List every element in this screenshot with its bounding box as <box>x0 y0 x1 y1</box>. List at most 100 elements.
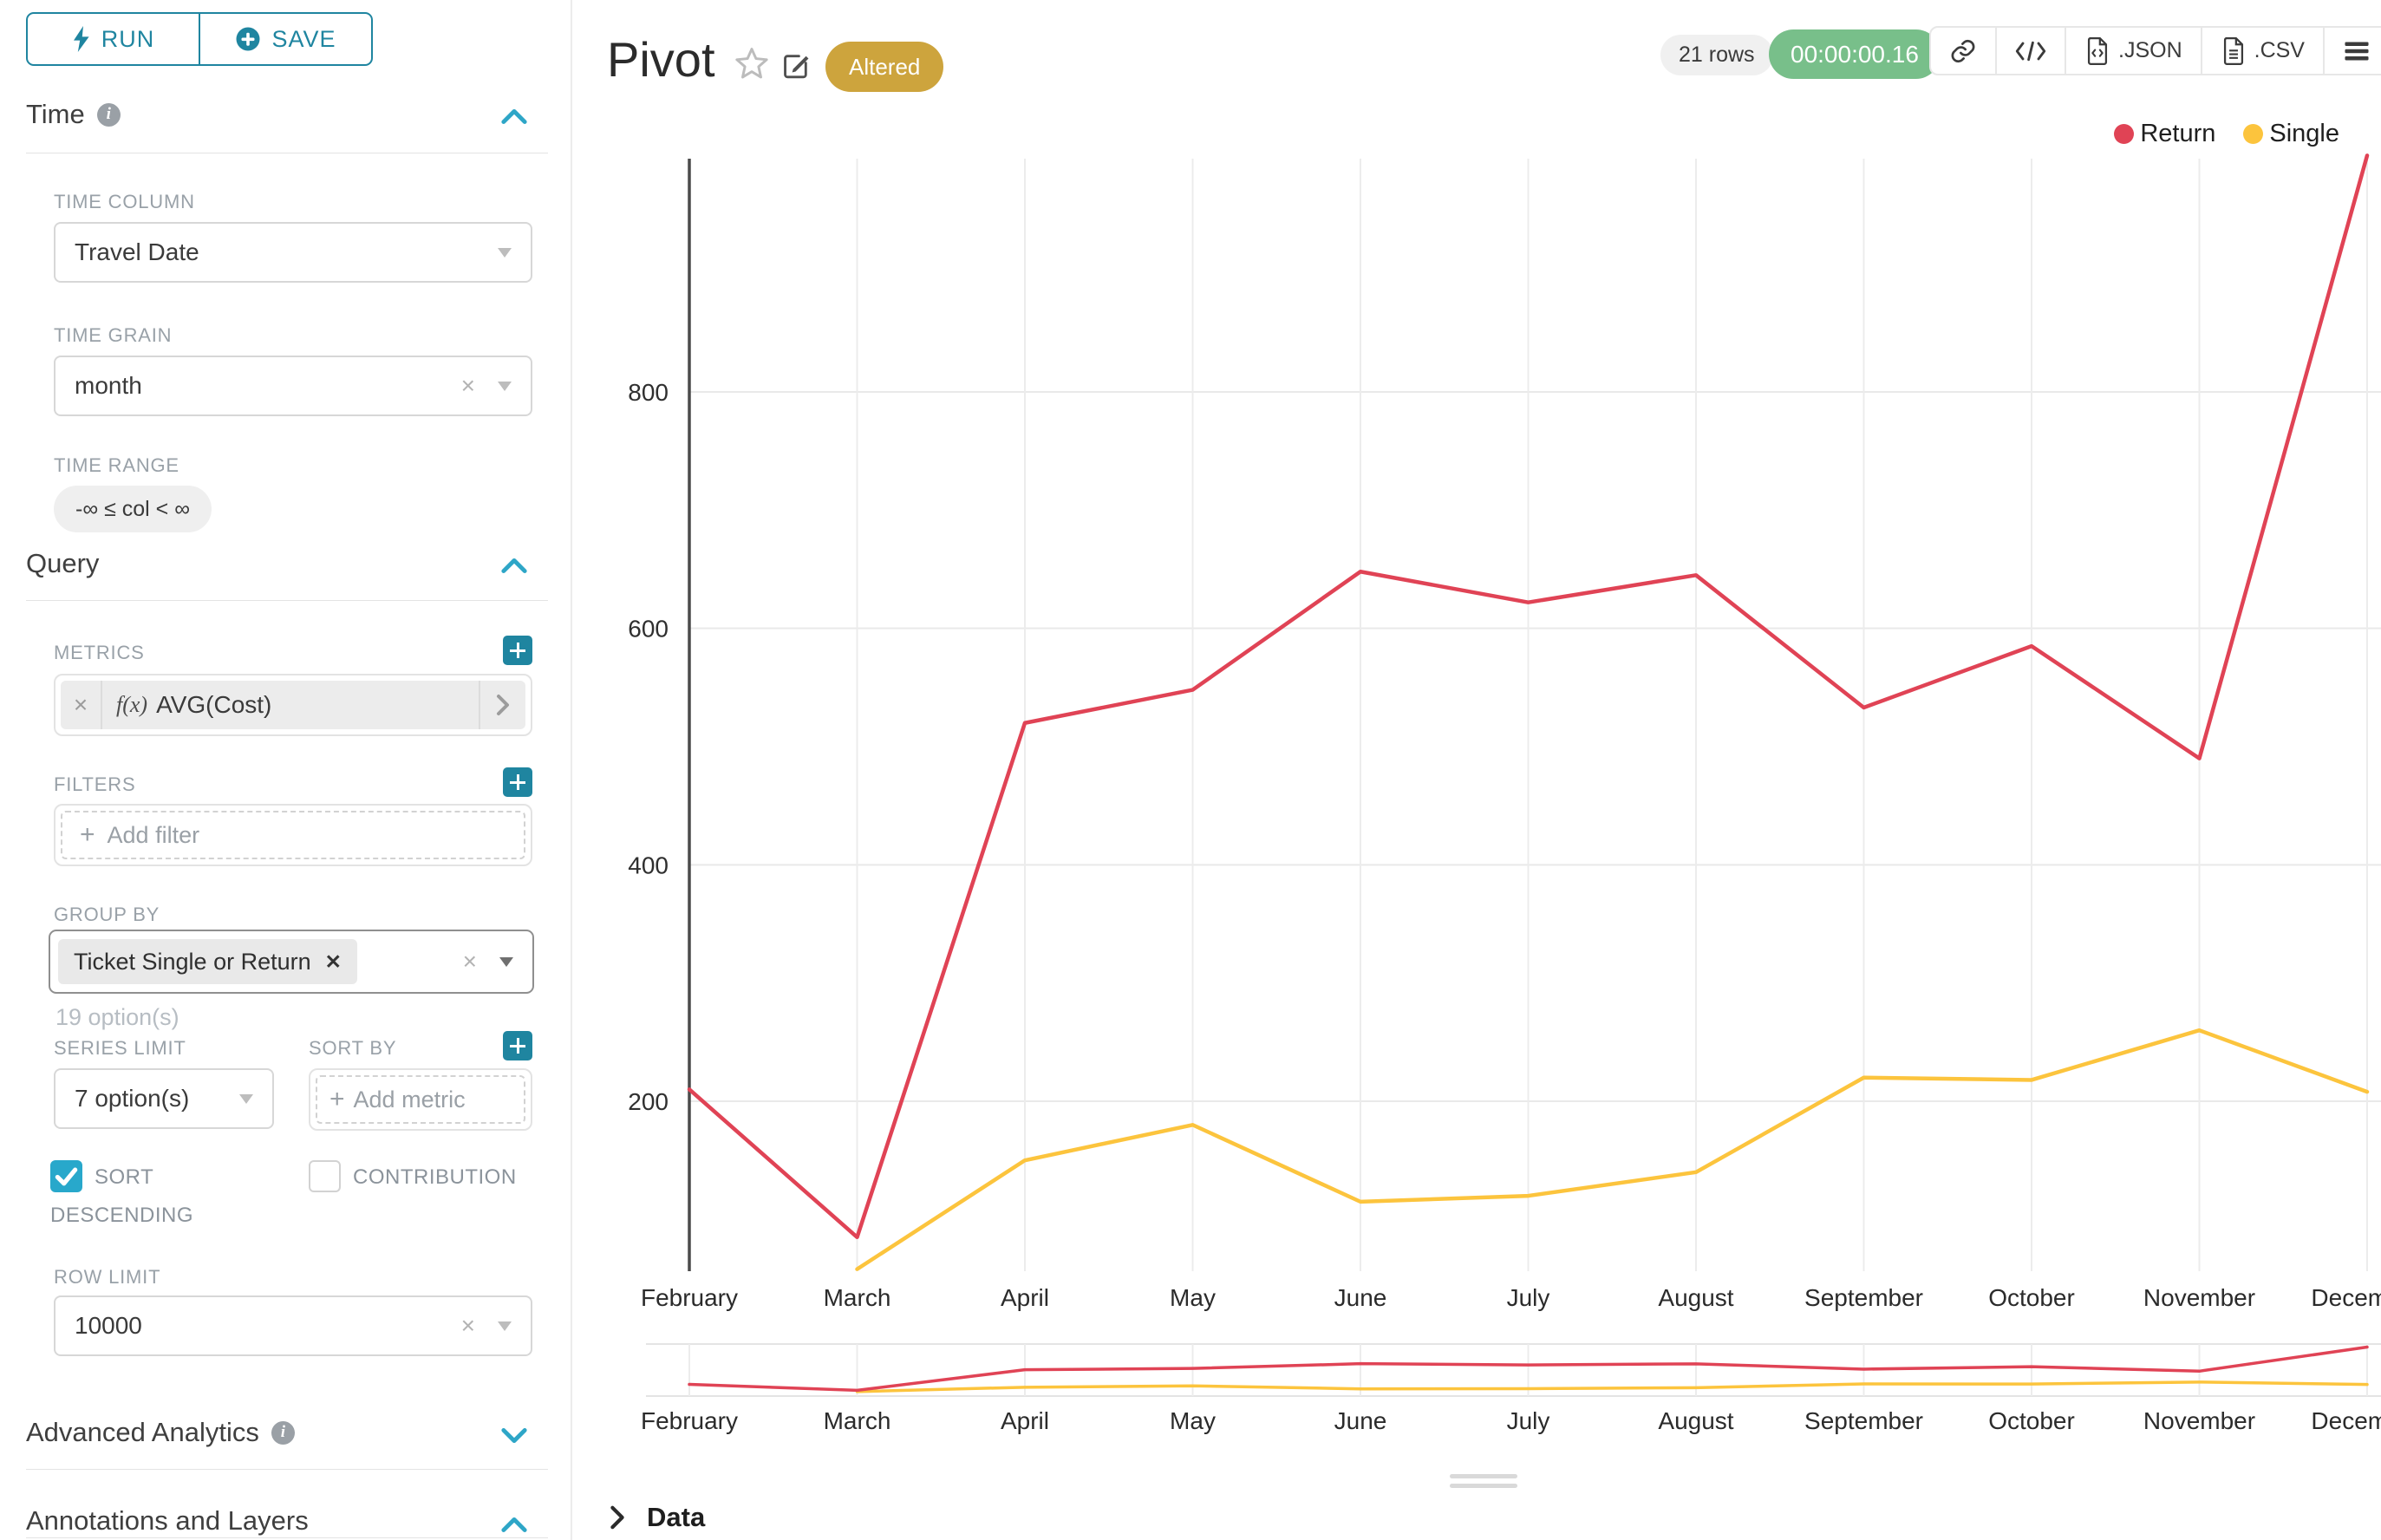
export-json-button[interactable]: .JSON <box>2065 28 2201 74</box>
row-count-badge: 21 rows <box>1660 35 1773 75</box>
remove-metric-icon[interactable]: × <box>61 681 102 729</box>
time-range-value-pill[interactable]: -∞ ≤ col < ∞ <box>54 486 212 532</box>
altered-badge[interactable]: Altered <box>825 42 944 92</box>
svg-text:June: June <box>1334 1284 1387 1311</box>
run-button[interactable]: RUN <box>28 14 199 64</box>
contribution-label: CONTRIBUTION <box>353 1165 517 1189</box>
svg-text:May: May <box>1170 1407 1216 1434</box>
metric-chip[interactable]: × f(x) AVG(Cost) <box>61 681 525 729</box>
svg-text:November: November <box>2143 1284 2255 1311</box>
clear-icon[interactable]: × <box>460 1312 475 1339</box>
svg-text:March: March <box>824 1284 891 1311</box>
chevron-down-icon <box>499 957 513 967</box>
sort-descending-checkbox[interactable] <box>50 1160 82 1193</box>
plus-circle-icon <box>236 27 260 51</box>
svg-text:December: December <box>2311 1284 2381 1311</box>
time-range-label: TIME RANGE <box>54 454 179 476</box>
legend-label-single: Single <box>2269 120 2339 147</box>
chevron-down-icon[interactable] <box>501 1427 527 1445</box>
contribution-checkbox[interactable] <box>309 1160 341 1193</box>
legend-label-return: Return <box>2140 120 2216 147</box>
metric-value: AVG(Cost) <box>156 691 272 718</box>
data-panel-toggle[interactable]: Data <box>607 1502 705 1533</box>
add-filter-button[interactable]: + Add filter <box>61 811 525 859</box>
favorite-star-icon[interactable] <box>734 45 770 82</box>
chevron-up-icon[interactable] <box>501 108 527 125</box>
chart-title: Pivot <box>607 32 715 87</box>
info-icon: i <box>96 102 121 127</box>
edit-icon[interactable] <box>780 49 813 82</box>
add-metric-plus-button[interactable] <box>503 636 532 665</box>
metrics-label: METRICS <box>54 642 145 663</box>
more-options-button[interactable] <box>2322 28 2381 74</box>
add-sort-metric-button[interactable]: + Add metric <box>316 1075 525 1124</box>
clear-icon[interactable]: × <box>460 372 475 399</box>
run-save-button-group: RUN SAVE <box>26 12 373 66</box>
lightning-icon <box>73 26 89 52</box>
svg-text:September: September <box>1804 1407 1923 1434</box>
svg-text:December: December <box>2311 1407 2381 1434</box>
save-button[interactable]: SAVE <box>199 14 371 64</box>
svg-text:August: August <box>1658 1407 1733 1434</box>
row-limit-label: ROW LIMIT <box>54 1266 161 1288</box>
svg-text:800: 800 <box>628 379 669 406</box>
time-column-value: Travel Date <box>75 238 199 265</box>
chevron-down-icon <box>498 248 512 258</box>
svg-text:April: April <box>1001 1407 1049 1434</box>
chevron-up-icon[interactable] <box>501 1516 527 1533</box>
query-section-header[interactable]: Query <box>26 548 99 579</box>
series-limit-select[interactable]: 7 option(s) <box>54 1068 274 1129</box>
info-icon: i <box>271 1420 295 1445</box>
chevron-down-icon <box>498 382 512 391</box>
time-section-header[interactable]: Time i <box>26 99 121 130</box>
chart-legend: Return Single <box>2114 120 2339 148</box>
export-csv-button[interactable]: .CSV <box>2200 28 2323 74</box>
annotations-section-header[interactable]: Annotations and Layers <box>26 1505 309 1537</box>
metric-expand-chevron[interactable] <box>479 681 525 729</box>
time-range-value: -∞ ≤ col < ∞ <box>75 496 191 521</box>
svg-text:February: February <box>641 1284 738 1311</box>
chevron-up-icon[interactable] <box>501 557 527 574</box>
legend-dot-single <box>2243 124 2264 144</box>
add-sort-metric-plus-button[interactable] <box>503 1031 532 1060</box>
row-limit-value: 10000 <box>75 1312 142 1339</box>
plus-icon: + <box>80 820 95 849</box>
plus-icon: + <box>329 1085 345 1113</box>
sort-by-label: SORT BY <box>309 1037 397 1059</box>
group-by-options-hint: 19 option(s) <box>55 1004 179 1030</box>
row-limit-select[interactable]: 10000 × <box>54 1295 532 1356</box>
time-column-label: TIME COLUMN <box>54 191 195 212</box>
group-by-label: GROUP BY <box>54 904 160 925</box>
add-metric-label: Add metric <box>353 1086 466 1113</box>
export-csv-label: .CSV <box>2254 38 2305 62</box>
resize-handle[interactable] <box>1450 1484 1517 1488</box>
share-link-button[interactable] <box>1931 28 1995 74</box>
advanced-analytics-section-header[interactable]: Advanced Analytics i <box>26 1417 295 1448</box>
chevron-right-icon <box>497 695 509 715</box>
sort-descending-label: SORT DESCENDING <box>50 1165 194 1227</box>
view-query-button[interactable] <box>1995 28 2065 74</box>
query-timer-badge: 00:00:00.16 <box>1769 29 1941 79</box>
time-grain-select[interactable]: month × <box>54 356 532 416</box>
chevron-down-icon <box>239 1094 253 1104</box>
clear-icon[interactable]: × <box>462 948 477 975</box>
check-icon <box>55 1167 78 1186</box>
run-button-label: RUN <box>101 25 155 52</box>
time-column-select[interactable]: Travel Date <box>54 222 532 283</box>
query-section-title: Query <box>26 548 100 578</box>
svg-text:August: August <box>1658 1284 1733 1311</box>
chevron-down-icon <box>498 1321 512 1331</box>
legend-item-return[interactable]: Return <box>2114 120 2215 148</box>
sort-by-holder: + Add metric <box>309 1068 532 1131</box>
group-by-select[interactable]: Ticket Single or Return ✕ × <box>49 930 534 994</box>
panel-separator <box>571 0 572 1540</box>
time-grain-label: TIME GRAIN <box>54 324 173 346</box>
group-by-value: Ticket Single or Return <box>74 948 311 975</box>
legend-item-single[interactable]: Single <box>2243 120 2339 148</box>
remove-chip-icon[interactable]: ✕ <box>324 949 342 973</box>
add-filter-plus-button[interactable] <box>503 767 532 797</box>
resize-handle[interactable] <box>1450 1474 1517 1478</box>
svg-text:July: July <box>1507 1284 1550 1311</box>
svg-text:June: June <box>1334 1407 1387 1434</box>
